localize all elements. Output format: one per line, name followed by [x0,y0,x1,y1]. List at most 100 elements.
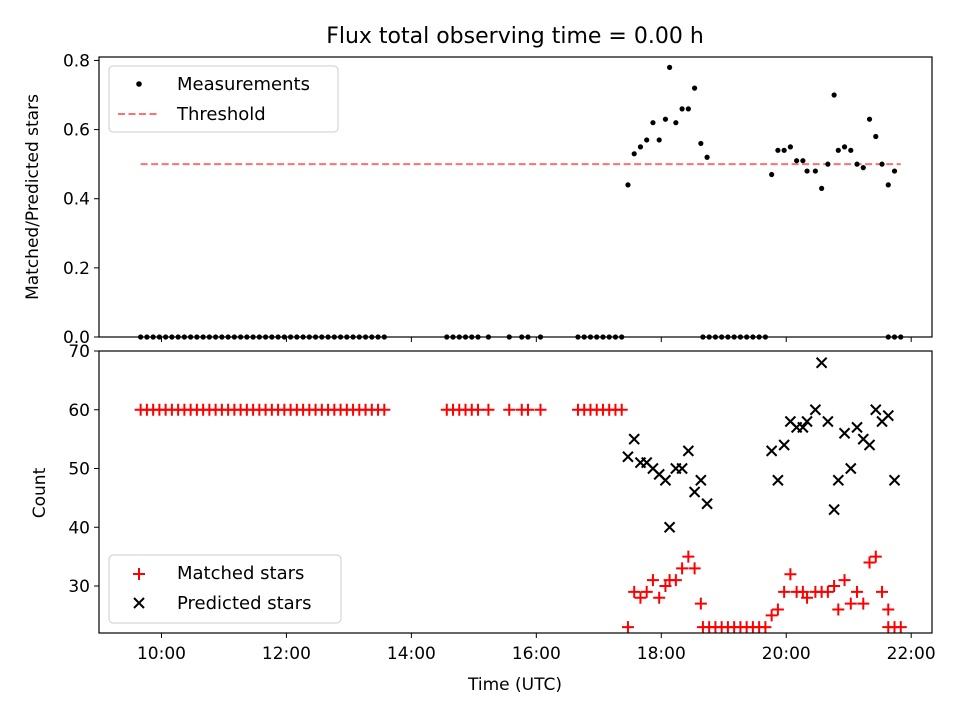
matched-point [778,585,791,598]
predicted-point [659,474,672,486]
matched-point [759,621,772,634]
measurement-point [866,116,873,122]
matched-point [628,585,641,598]
legend-matched-marker [133,568,145,580]
predicted-point [628,433,640,445]
bottom-y-tick-label: 60 [68,401,90,421]
bottom-x-tick-label: 12:00 [262,644,311,664]
measurement-point [625,182,631,188]
bottom-x-tick-label: 20:00 [762,644,811,664]
bottom-y-tick-label: 50 [68,460,90,480]
predicted-point [863,439,876,451]
matched-point [771,603,784,616]
predicted-point [688,486,701,498]
predicted-point [778,439,790,451]
measurement-point [825,161,831,167]
matched-point [832,603,845,616]
top-y-axis-label: Matched/Predicted stars [23,94,43,300]
bottom-x-tick-label: 10:00 [137,644,186,664]
top-legend: Measurements Threshold [108,65,339,133]
matched-point [482,403,495,416]
measurement-point [775,147,781,153]
measurement-point [698,140,704,147]
matched-point [821,585,834,598]
matched-point [688,562,701,575]
measurement-point [787,144,793,150]
legend-measurements-label: Measurements [177,74,310,95]
matched-point [765,609,778,622]
matched-point [676,562,689,575]
top-axes-frame [98,56,933,338]
measurement-point [691,85,698,91]
predicted-point [682,445,695,457]
matched-point [503,403,516,416]
measurement-point [662,116,669,122]
matched-point [694,597,707,610]
matched-point [828,580,841,592]
measurement-point [650,120,656,126]
predicted-point [828,503,840,516]
matched-point [682,550,695,563]
bottom-y-ticks: 30 40 50 60 70 [68,342,99,597]
top-y-tick-label: 0.6 [63,121,90,141]
measurement-point [812,168,818,174]
matched-point [876,585,889,598]
top-legend-frame [108,65,339,133]
top-y-tick-label: 0.4 [63,190,90,210]
measurement-point [637,144,644,150]
bottom-legend-frame [108,554,342,624]
measurement-point [848,147,854,153]
matched-point [863,556,876,569]
predicted-point [801,415,813,428]
matched-point [534,403,547,416]
top-axes: 0.00.20.40.60.8 Matched/Predicted stars … [23,51,933,348]
predicted-point [832,474,844,486]
matched-point [634,591,647,604]
predicted-point [797,421,809,434]
matched-point [851,585,864,598]
measurement-point [673,120,679,126]
measurement-point [854,161,860,167]
measurement-point [873,133,879,140]
bottom-y-axis-label: Count [30,467,50,518]
bottom-y-tick-label: 40 [68,518,90,538]
measurement-point [685,106,691,112]
measurement-point [644,137,650,143]
bottom-axes: 30 40 50 60 70 10:00 12:00 14:00 16:00 18:00 20:0… [30,342,936,695]
measurement-point [879,161,885,167]
bottom-x-tick-label: 16:00 [512,644,561,664]
measurement-point [835,147,841,153]
predicted-point [622,451,634,463]
measurement-point [704,154,710,160]
predicted-point [772,474,784,486]
chart-title: Flux total observing time = 0.00 h [326,24,704,49]
top-y-tick-label: 0.0 [63,328,90,348]
measurement-point [831,92,837,98]
predicted-point [809,404,822,416]
measurement-point [804,168,810,174]
matched-point [894,621,907,634]
legend-measurements-marker [136,81,142,87]
bottom-x-tick-label: 14:00 [387,644,436,664]
top-x-ticks [160,337,912,342]
predicted-point [870,404,882,416]
predicted-point [701,498,713,510]
predicted-point [838,427,851,439]
matched-point [857,597,870,610]
matched-point [869,550,882,563]
predicted-point [765,445,778,457]
measurement-point [794,158,800,164]
measurement-point [631,151,637,157]
legend-predicted-marker [133,597,145,609]
bottom-axes-frame [98,350,933,634]
predicted-point [888,474,901,486]
predicted-point [851,421,863,434]
matched-point [784,568,797,581]
measurement-point [679,106,685,112]
top-y-ticks: 0.0 0.2 0.4 0.6 0.8 [63,51,99,348]
matched-point [615,403,628,416]
matched-point [653,591,666,604]
matched-point [521,403,534,416]
legend-threshold-label: Threshold [176,104,266,125]
